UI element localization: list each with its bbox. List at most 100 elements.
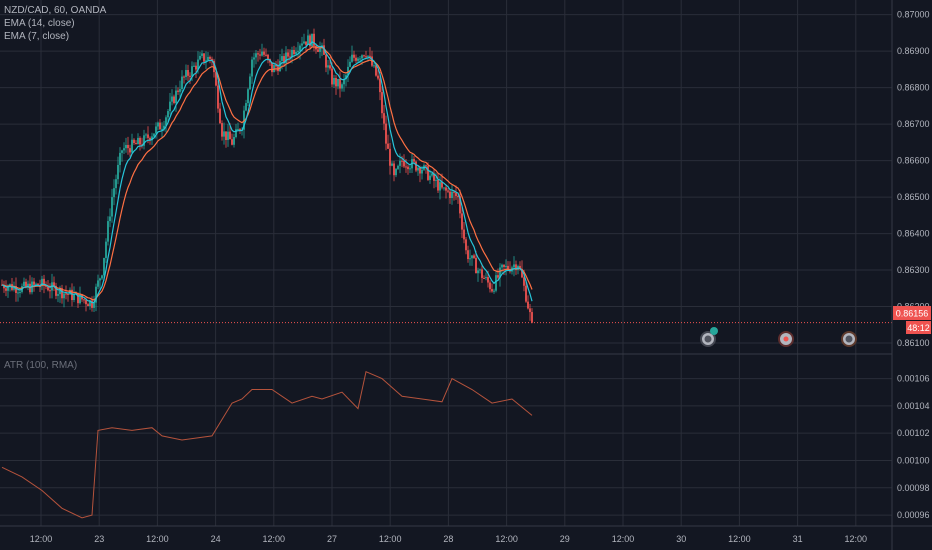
candle-body[interactable] bbox=[503, 264, 505, 267]
candle-body[interactable] bbox=[419, 167, 421, 174]
candle-body[interactable] bbox=[169, 101, 171, 112]
candle-body[interactable] bbox=[399, 160, 401, 166]
candle-body[interactable] bbox=[255, 53, 257, 58]
economic-event-marker[interactable] bbox=[841, 331, 857, 347]
candle-body[interactable] bbox=[101, 275, 103, 279]
candle-body[interactable] bbox=[17, 292, 19, 294]
candle-body[interactable] bbox=[201, 53, 203, 56]
candle-body[interactable] bbox=[485, 277, 487, 279]
candle-body[interactable] bbox=[355, 57, 357, 61]
candle-body[interactable] bbox=[521, 268, 523, 278]
candle-body[interactable] bbox=[505, 265, 507, 267]
candle-body[interactable] bbox=[127, 144, 129, 149]
candle-body[interactable] bbox=[525, 285, 527, 302]
candle-body[interactable] bbox=[383, 113, 385, 124]
candle-body[interactable] bbox=[65, 293, 67, 295]
candle-body[interactable] bbox=[41, 278, 43, 287]
candle-body[interactable] bbox=[381, 92, 383, 114]
candle-body[interactable] bbox=[163, 125, 165, 129]
candle-body[interactable] bbox=[529, 308, 531, 313]
candle-body[interactable] bbox=[219, 108, 221, 124]
candle-body[interactable] bbox=[33, 281, 35, 285]
candle-body[interactable] bbox=[235, 129, 237, 138]
candle-body[interactable] bbox=[89, 300, 91, 307]
candle-body[interactable] bbox=[307, 35, 309, 45]
candle-body[interactable] bbox=[103, 257, 105, 276]
candle-body[interactable] bbox=[391, 163, 393, 166]
candle-body[interactable] bbox=[491, 289, 493, 292]
candle-body[interactable] bbox=[155, 126, 157, 134]
candle-body[interactable] bbox=[119, 152, 121, 165]
candle-body[interactable] bbox=[213, 60, 215, 73]
candle-body[interactable] bbox=[439, 182, 441, 191]
candle-body[interactable] bbox=[227, 131, 229, 141]
candle-body[interactable] bbox=[181, 76, 183, 90]
candle-body[interactable] bbox=[177, 90, 179, 92]
candle-body[interactable] bbox=[463, 229, 465, 240]
candle-body[interactable] bbox=[215, 72, 217, 86]
candle-body[interactable] bbox=[139, 137, 141, 145]
candle-body[interactable] bbox=[333, 77, 335, 85]
candle-body[interactable] bbox=[365, 56, 367, 58]
candle-body[interactable] bbox=[107, 221, 109, 242]
candle-body[interactable] bbox=[97, 280, 99, 287]
candle-body[interactable] bbox=[467, 250, 469, 260]
candle-body[interactable] bbox=[111, 197, 113, 217]
candle-body[interactable] bbox=[157, 122, 159, 127]
candle-body[interactable] bbox=[481, 269, 483, 278]
candle-body[interactable] bbox=[303, 41, 305, 44]
candle-body[interactable] bbox=[489, 282, 491, 290]
candle-body[interactable] bbox=[109, 216, 111, 222]
candle-body[interactable] bbox=[61, 288, 63, 299]
candle-body[interactable] bbox=[261, 51, 263, 56]
candle-body[interactable] bbox=[117, 164, 119, 180]
candle-body[interactable] bbox=[311, 33, 313, 47]
candle-body[interactable] bbox=[209, 56, 211, 59]
candle-body[interactable] bbox=[295, 51, 297, 55]
candle-body[interactable] bbox=[435, 179, 437, 181]
candlestick-series[interactable] bbox=[1, 28, 533, 324]
candle-body[interactable] bbox=[271, 62, 273, 73]
candle-body[interactable] bbox=[487, 277, 489, 283]
candle-body[interactable] bbox=[373, 65, 375, 67]
candle-body[interactable] bbox=[363, 55, 365, 57]
candle-body[interactable] bbox=[313, 33, 315, 46]
candle-body[interactable] bbox=[493, 290, 495, 292]
candle-body[interactable] bbox=[143, 135, 145, 146]
candle-body[interactable] bbox=[287, 52, 289, 57]
candle-body[interactable] bbox=[465, 239, 467, 251]
candle-body[interactable] bbox=[99, 278, 101, 281]
candle-body[interactable] bbox=[319, 48, 321, 52]
candle-body[interactable] bbox=[47, 286, 49, 291]
candle-body[interactable] bbox=[165, 117, 167, 126]
candle-body[interactable] bbox=[55, 285, 57, 296]
candle-body[interactable] bbox=[161, 128, 163, 130]
candle-body[interactable] bbox=[87, 304, 89, 307]
candle-body[interactable] bbox=[129, 148, 131, 153]
ema14-legend[interactable]: EMA (14, close) bbox=[4, 18, 75, 29]
candle-body[interactable] bbox=[339, 78, 341, 89]
candle-body[interactable] bbox=[115, 179, 117, 189]
candle-body[interactable] bbox=[27, 283, 29, 287]
candle-body[interactable] bbox=[421, 169, 423, 174]
candle-body[interactable] bbox=[63, 293, 65, 299]
candle-body[interactable] bbox=[405, 166, 407, 168]
candle-body[interactable] bbox=[329, 65, 331, 69]
candle-body[interactable] bbox=[185, 70, 187, 78]
candle-body[interactable] bbox=[251, 59, 253, 77]
candle-body[interactable] bbox=[13, 286, 15, 290]
candle-body[interactable] bbox=[325, 54, 327, 68]
candle-body[interactable] bbox=[79, 294, 81, 304]
candle-body[interactable] bbox=[515, 264, 517, 270]
candle-body[interactable] bbox=[231, 139, 233, 145]
candle-body[interactable] bbox=[361, 55, 363, 59]
candle-body[interactable] bbox=[125, 144, 127, 149]
event-markers[interactable] bbox=[700, 327, 857, 347]
candle-body[interactable] bbox=[131, 139, 133, 153]
candle-body[interactable] bbox=[53, 282, 55, 286]
candle-body[interactable] bbox=[297, 50, 299, 52]
candle-body[interactable] bbox=[191, 66, 193, 77]
candle-body[interactable] bbox=[395, 168, 397, 176]
candle-body[interactable] bbox=[343, 79, 345, 85]
